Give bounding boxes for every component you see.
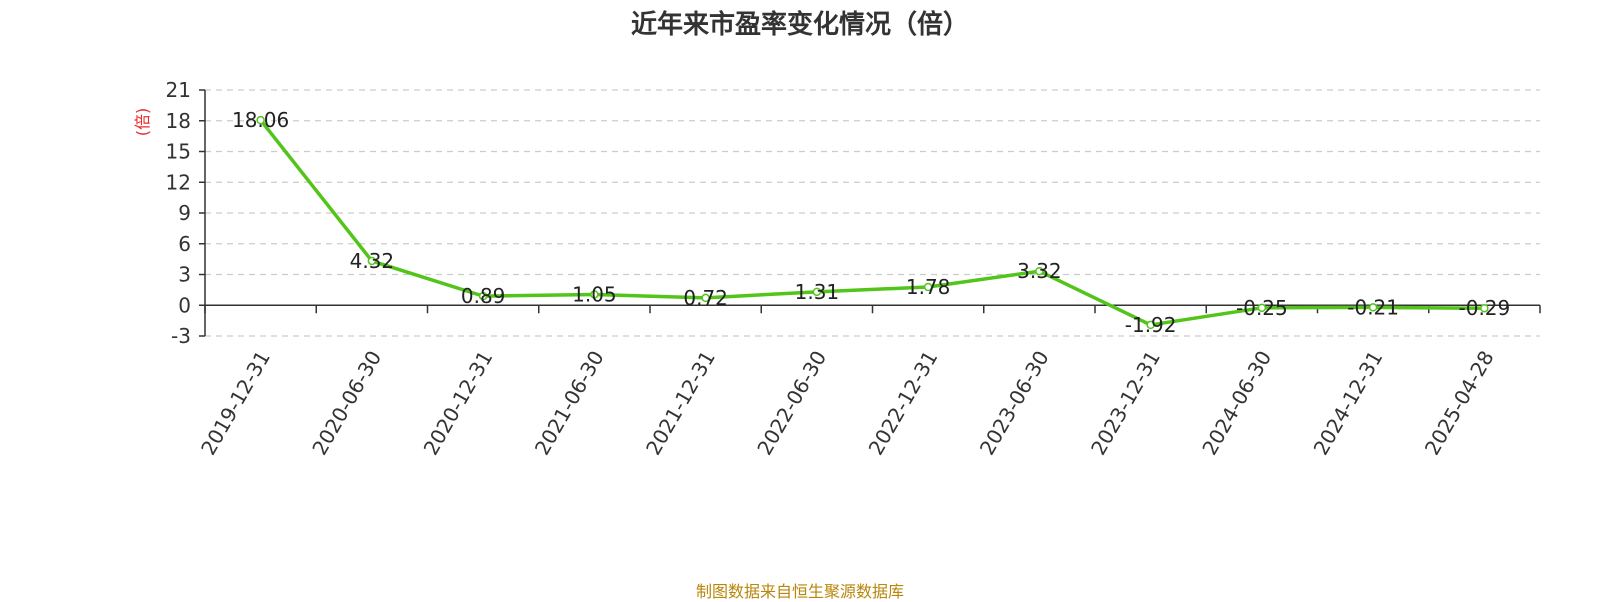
data-point xyxy=(590,290,599,299)
data-point xyxy=(256,115,265,125)
x-tick-label: 2020-12-31 xyxy=(419,347,498,460)
x-tick-label: 2022-06-30 xyxy=(752,347,831,460)
data-source-note: 制图数据来自恒生聚源数据库 xyxy=(695,582,904,601)
x-tick-label: 2022-12-31 xyxy=(864,347,943,460)
data-point xyxy=(1368,303,1378,312)
data-label: -1.92 xyxy=(1125,313,1177,337)
data-label: 1.31 xyxy=(795,280,840,304)
data-point xyxy=(1035,266,1044,276)
data-point xyxy=(1480,303,1489,313)
x-tick-label: 2021-12-31 xyxy=(641,347,720,460)
y-tick-label: 6 xyxy=(178,232,191,256)
y-tick-label: -3 xyxy=(171,324,191,348)
x-tick-label: 2023-12-31 xyxy=(1086,347,1165,460)
x-tick-label: 2023-06-30 xyxy=(975,347,1054,460)
x-tick-label: 2024-06-30 xyxy=(1197,347,1276,460)
data-label: 1.05 xyxy=(572,282,617,306)
x-tick-label: 2021-06-30 xyxy=(530,347,609,460)
y-tick-label: 15 xyxy=(166,140,191,164)
y-tick-label: 21 xyxy=(166,78,191,102)
data-label: 18.06 xyxy=(232,108,289,132)
axes: -3 0 3 6 9 12 15 18 21 2019-12-31 2020-06-30 2020-1… xyxy=(133,78,1541,460)
data-label: 4.32 xyxy=(350,249,395,273)
data-point xyxy=(1146,320,1155,330)
data-label: -0.25 xyxy=(1236,296,1288,320)
gridlines xyxy=(205,89,1540,337)
y-tick-label: 0 xyxy=(178,293,191,317)
x-tick-label: 2025-04-28 xyxy=(1420,347,1499,460)
chart-title: 近年来市盈率变化情况（倍） xyxy=(630,10,969,40)
data-point xyxy=(478,291,488,301)
data-label: -0.29 xyxy=(1459,296,1511,320)
x-tick-label: 2020-06-30 xyxy=(307,347,386,460)
data-label: 3.32 xyxy=(1017,259,1062,283)
data-labels: 18.06 4.32 0.89 1.05 0.72 1.31 1.78 3.32 -1.92 -0… xyxy=(232,108,1510,337)
data-label: -0.21 xyxy=(1347,295,1399,319)
y-tick-label: 3 xyxy=(178,263,191,287)
data-label: 0.72 xyxy=(683,286,728,310)
data-label: 1.78 xyxy=(906,275,951,299)
x-tick-label: 2019-12-31 xyxy=(196,347,275,460)
y-tick-label: 9 xyxy=(178,201,191,225)
data-point xyxy=(1257,303,1267,313)
x-tick-label: 2024-12-31 xyxy=(1309,347,1388,460)
data-point xyxy=(701,293,710,303)
data-point xyxy=(812,287,822,297)
data-point xyxy=(923,282,933,292)
data-point xyxy=(367,256,377,266)
y-tick-label: 18 xyxy=(166,109,191,133)
y-axis-unit-label: (倍) xyxy=(133,108,152,137)
series-layer xyxy=(256,115,1489,330)
series-line xyxy=(258,118,1487,327)
data-label: 0.89 xyxy=(461,284,506,308)
y-tick-label: 12 xyxy=(166,170,191,194)
